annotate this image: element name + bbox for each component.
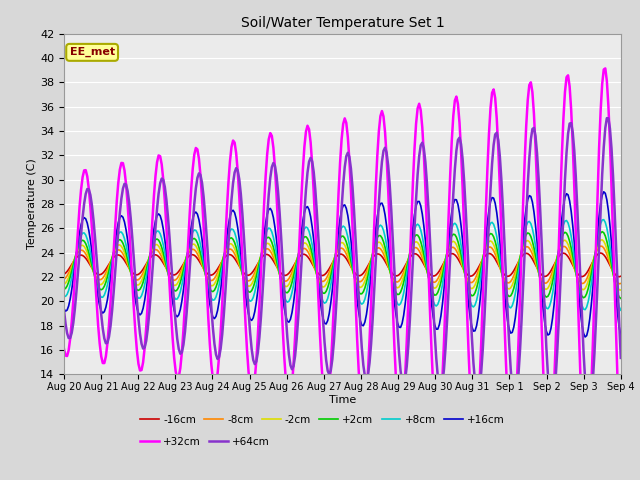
+32cm bbox=[617, 447, 625, 453]
+64cm bbox=[588, 396, 595, 402]
+64cm bbox=[586, 406, 594, 412]
Line: +16cm: +16cm bbox=[64, 192, 621, 337]
+16cm bbox=[581, 334, 589, 340]
-2cm bbox=[254, 264, 262, 269]
-16cm bbox=[226, 252, 234, 257]
-16cm bbox=[254, 261, 262, 266]
Title: Soil/Water Temperature Set 1: Soil/Water Temperature Set 1 bbox=[241, 16, 444, 30]
-16cm bbox=[244, 272, 252, 278]
+2cm bbox=[617, 296, 625, 301]
-16cm bbox=[596, 250, 604, 256]
-2cm bbox=[303, 242, 311, 248]
+32cm bbox=[602, 66, 609, 72]
+32cm bbox=[583, 455, 591, 461]
-2cm bbox=[60, 281, 68, 287]
-2cm bbox=[244, 283, 252, 289]
+32cm bbox=[60, 346, 68, 352]
Line: +2cm: +2cm bbox=[64, 232, 621, 299]
+8cm bbox=[600, 217, 607, 223]
-2cm bbox=[129, 274, 136, 280]
+2cm bbox=[303, 236, 311, 241]
-8cm bbox=[129, 272, 136, 278]
+2cm bbox=[586, 279, 594, 285]
+16cm bbox=[617, 333, 625, 338]
Line: -2cm: -2cm bbox=[64, 240, 621, 290]
+2cm bbox=[226, 235, 234, 241]
+16cm bbox=[588, 301, 595, 307]
+32cm bbox=[226, 158, 234, 164]
+32cm bbox=[129, 278, 136, 284]
+64cm bbox=[603, 115, 611, 121]
Line: -16cm: -16cm bbox=[64, 253, 621, 277]
-2cm bbox=[586, 273, 594, 278]
-8cm bbox=[60, 276, 68, 282]
+8cm bbox=[226, 228, 234, 234]
-8cm bbox=[617, 281, 625, 287]
+64cm bbox=[129, 234, 136, 240]
+32cm bbox=[244, 369, 252, 375]
-16cm bbox=[586, 265, 594, 271]
Y-axis label: Temperature (C): Temperature (C) bbox=[28, 158, 37, 250]
Line: +64cm: +64cm bbox=[64, 118, 621, 409]
+2cm bbox=[129, 276, 136, 281]
Line: +32cm: +32cm bbox=[64, 69, 621, 458]
-16cm bbox=[616, 274, 623, 280]
+2cm bbox=[244, 289, 252, 295]
+8cm bbox=[254, 274, 262, 279]
+8cm bbox=[129, 275, 136, 281]
+8cm bbox=[244, 297, 252, 302]
-8cm bbox=[596, 243, 604, 249]
-16cm bbox=[617, 274, 625, 279]
-8cm bbox=[303, 248, 311, 254]
+8cm bbox=[303, 225, 311, 231]
+32cm bbox=[588, 384, 595, 390]
X-axis label: Time: Time bbox=[329, 395, 356, 405]
-8cm bbox=[254, 262, 262, 267]
-16cm bbox=[303, 253, 311, 259]
+64cm bbox=[617, 355, 625, 361]
Text: EE_met: EE_met bbox=[70, 47, 115, 58]
+64cm bbox=[303, 170, 311, 176]
Line: +8cm: +8cm bbox=[64, 220, 621, 310]
+2cm bbox=[254, 267, 262, 273]
+16cm bbox=[244, 312, 252, 317]
-8cm bbox=[616, 281, 623, 287]
+64cm bbox=[226, 217, 234, 223]
-8cm bbox=[244, 278, 252, 284]
Legend: +32cm, +64cm: +32cm, +64cm bbox=[136, 432, 274, 451]
+32cm bbox=[303, 123, 311, 129]
-2cm bbox=[226, 241, 234, 247]
+16cm bbox=[60, 306, 68, 312]
-8cm bbox=[586, 268, 594, 274]
+16cm bbox=[600, 189, 607, 195]
+16cm bbox=[254, 288, 262, 293]
-8cm bbox=[226, 246, 234, 252]
+64cm bbox=[60, 307, 68, 313]
-16cm bbox=[60, 271, 68, 277]
+64cm bbox=[244, 309, 252, 314]
+64cm bbox=[254, 349, 262, 355]
+8cm bbox=[60, 293, 68, 299]
+8cm bbox=[586, 290, 594, 296]
-16cm bbox=[129, 270, 136, 276]
Line: -8cm: -8cm bbox=[64, 246, 621, 284]
+2cm bbox=[60, 286, 68, 292]
+16cm bbox=[129, 275, 136, 280]
+32cm bbox=[254, 332, 262, 337]
+16cm bbox=[303, 204, 311, 209]
-2cm bbox=[617, 287, 625, 293]
+16cm bbox=[226, 214, 234, 219]
-2cm bbox=[598, 237, 606, 243]
+8cm bbox=[617, 307, 625, 313]
+2cm bbox=[598, 229, 606, 235]
